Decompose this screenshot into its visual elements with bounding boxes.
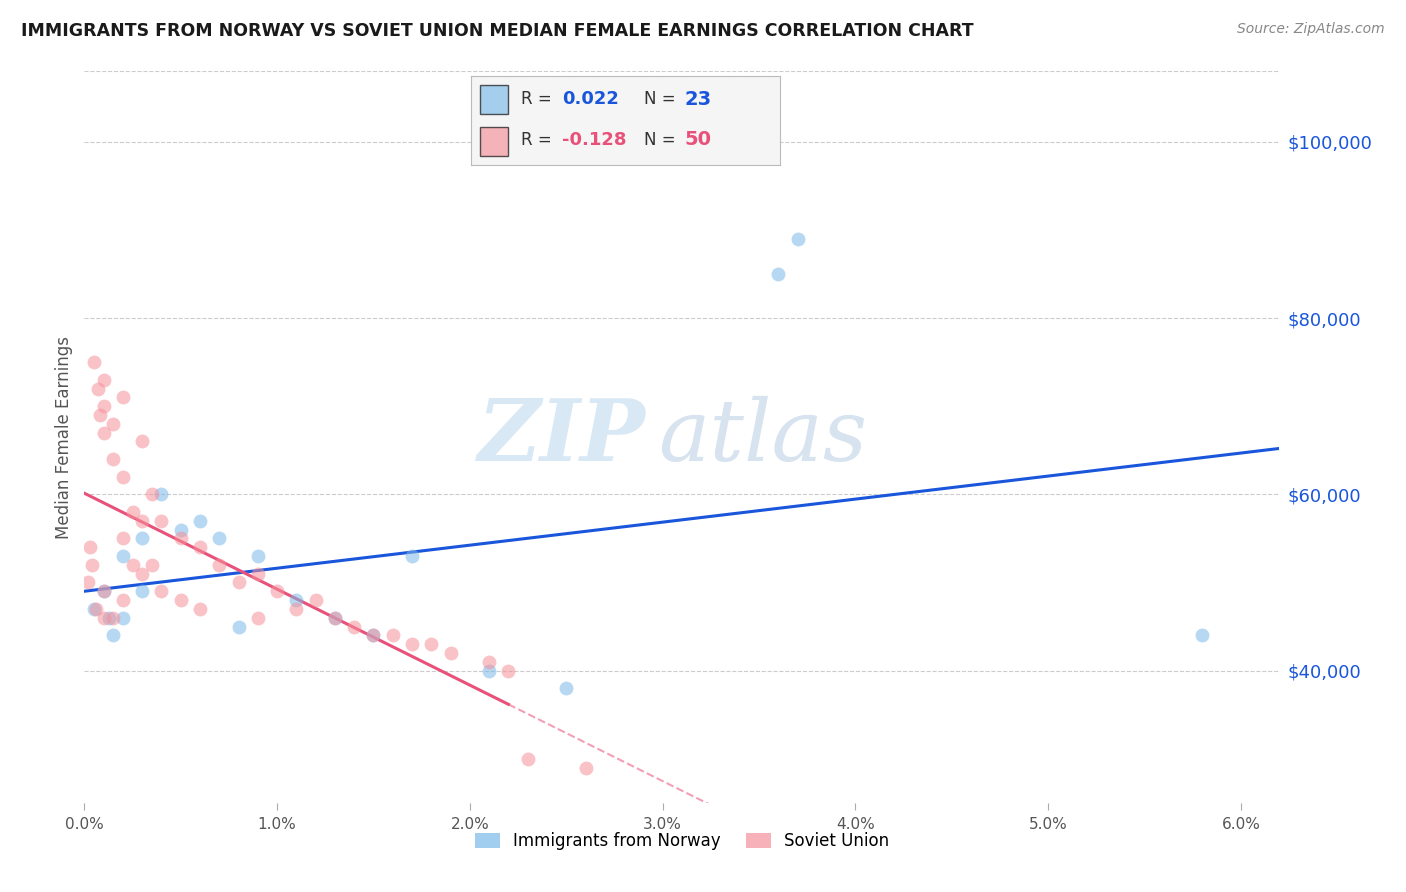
Text: -0.128: -0.128 [562, 130, 627, 149]
Point [786, 232, 808, 246]
Point [93, 584, 115, 599]
Point [478, 655, 501, 669]
Y-axis label: Median Female Earnings: Median Female Earnings [55, 335, 73, 539]
Point [208, 558, 231, 572]
Point [93, 425, 115, 440]
Point [141, 487, 163, 501]
Text: N =: N = [644, 90, 681, 109]
Text: IMMIGRANTS FROM NORWAY VS SOVIET UNION MEDIAN FEMALE EARNINGS CORRELATION CHART: IMMIGRANTS FROM NORWAY VS SOVIET UNION M… [21, 22, 974, 40]
Point [228, 575, 250, 590]
Point [121, 505, 143, 519]
Point [111, 532, 134, 546]
Legend: Immigrants from Norway, Soviet Union: Immigrants from Norway, Soviet Union [468, 825, 896, 856]
Point [555, 681, 578, 696]
Point [150, 584, 173, 599]
Text: 23: 23 [685, 90, 711, 109]
Text: N =: N = [644, 130, 681, 149]
Point [141, 558, 163, 572]
Point [77, 575, 100, 590]
Point [131, 434, 153, 449]
FancyBboxPatch shape [481, 127, 508, 156]
Point [188, 514, 211, 528]
Point [131, 514, 153, 528]
Point [83, 602, 105, 616]
Text: ZIP: ZIP [478, 395, 647, 479]
Text: R =: R = [520, 130, 557, 149]
Text: atlas: atlas [658, 396, 868, 478]
Point [84, 602, 107, 616]
Point [420, 637, 443, 651]
Point [103, 417, 125, 431]
Point [323, 611, 346, 625]
Text: 0.022: 0.022 [562, 90, 619, 109]
Point [574, 760, 596, 774]
Point [89, 408, 111, 422]
Text: Source: ZipAtlas.com: Source: ZipAtlas.com [1237, 22, 1385, 37]
Point [246, 549, 269, 563]
Point [98, 611, 121, 625]
Point [266, 584, 288, 599]
Point [170, 523, 193, 537]
Point [170, 532, 193, 546]
Point [381, 628, 404, 642]
Text: R =: R = [520, 90, 557, 109]
Point [363, 628, 385, 642]
Point [93, 584, 115, 599]
Point [83, 355, 105, 369]
Point [150, 487, 173, 501]
Point [131, 566, 153, 581]
Point [285, 593, 308, 607]
Point [111, 391, 134, 405]
Point [401, 549, 423, 563]
Point [131, 532, 153, 546]
Text: 50: 50 [685, 130, 711, 149]
Point [103, 452, 125, 467]
Point [131, 584, 153, 599]
Point [170, 593, 193, 607]
Point [246, 611, 269, 625]
Point [93, 611, 115, 625]
Point [80, 558, 103, 572]
Point [93, 399, 115, 413]
Point [188, 602, 211, 616]
Point [343, 619, 366, 633]
FancyBboxPatch shape [481, 85, 508, 114]
Point [228, 619, 250, 633]
Point [401, 637, 423, 651]
Point [79, 540, 101, 554]
Point [208, 532, 231, 546]
Point [768, 267, 790, 281]
Point [323, 611, 346, 625]
Point [1191, 628, 1213, 642]
Point [121, 558, 143, 572]
Point [439, 646, 461, 660]
Point [246, 566, 269, 581]
Point [103, 628, 125, 642]
Point [516, 752, 538, 766]
Point [478, 664, 501, 678]
Point [150, 514, 173, 528]
Point [87, 382, 110, 396]
Point [103, 611, 125, 625]
Point [188, 540, 211, 554]
Point [93, 373, 115, 387]
Point [498, 664, 520, 678]
Point [305, 593, 328, 607]
Point [111, 549, 134, 563]
Point [285, 602, 308, 616]
Point [111, 469, 134, 483]
Point [111, 593, 134, 607]
Point [363, 628, 385, 642]
Point [111, 611, 134, 625]
